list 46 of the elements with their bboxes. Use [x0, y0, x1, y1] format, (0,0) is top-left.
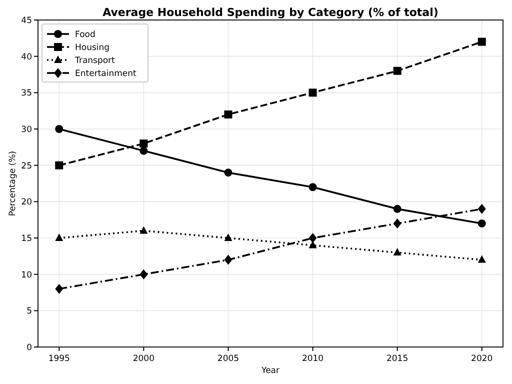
x-tick-label: 1995 [48, 354, 70, 364]
point [224, 254, 232, 265]
x-tick-label: 2020 [471, 354, 493, 364]
point [140, 140, 148, 148]
point [55, 234, 64, 241]
point [478, 219, 486, 228]
point [140, 146, 148, 155]
point [224, 168, 232, 177]
point [308, 88, 317, 97]
y-tick-label: 25 [21, 161, 32, 172]
y-tick-label: 45 [21, 16, 32, 26]
y-tick-label: 15 [21, 234, 32, 244]
y-tick-label: 20 [21, 198, 32, 208]
x-axis-title: Year [260, 366, 280, 376]
point [140, 269, 148, 280]
point [55, 284, 64, 294]
point [55, 125, 64, 133]
legend-label: Entertainment [75, 69, 137, 79]
x-tick-label: 2000 [132, 354, 154, 364]
point [478, 255, 486, 263]
point [224, 110, 232, 118]
point [224, 234, 232, 241]
point [478, 38, 486, 46]
y-tick-label: 10 [21, 270, 32, 280]
point [478, 204, 486, 214]
y-tick-label: 35 [21, 88, 32, 99]
y-tick-label: 5 [26, 306, 32, 317]
point [393, 204, 402, 213]
legend-label: Transport [74, 56, 116, 66]
point [140, 226, 148, 234]
point [393, 248, 402, 256]
point [308, 233, 317, 243]
x-tick-label: 2010 [302, 354, 324, 364]
x-tick-label: 2015 [386, 354, 408, 364]
y-axis-title: Percentage (%) [8, 150, 18, 216]
y-tick-label: 30 [21, 125, 32, 135]
x-tick-label: 2005 [217, 354, 240, 364]
chart-title: Average Household Spending by Category (% of total) [102, 6, 438, 19]
point [393, 218, 402, 228]
point [393, 66, 402, 75]
point [55, 161, 64, 170]
point [308, 183, 317, 192]
y-tick-label: 0 [26, 343, 32, 353]
legend-label: Food [75, 30, 96, 40]
legend-label: Housing [75, 43, 110, 53]
y-tick-label: 40 [21, 52, 32, 62]
